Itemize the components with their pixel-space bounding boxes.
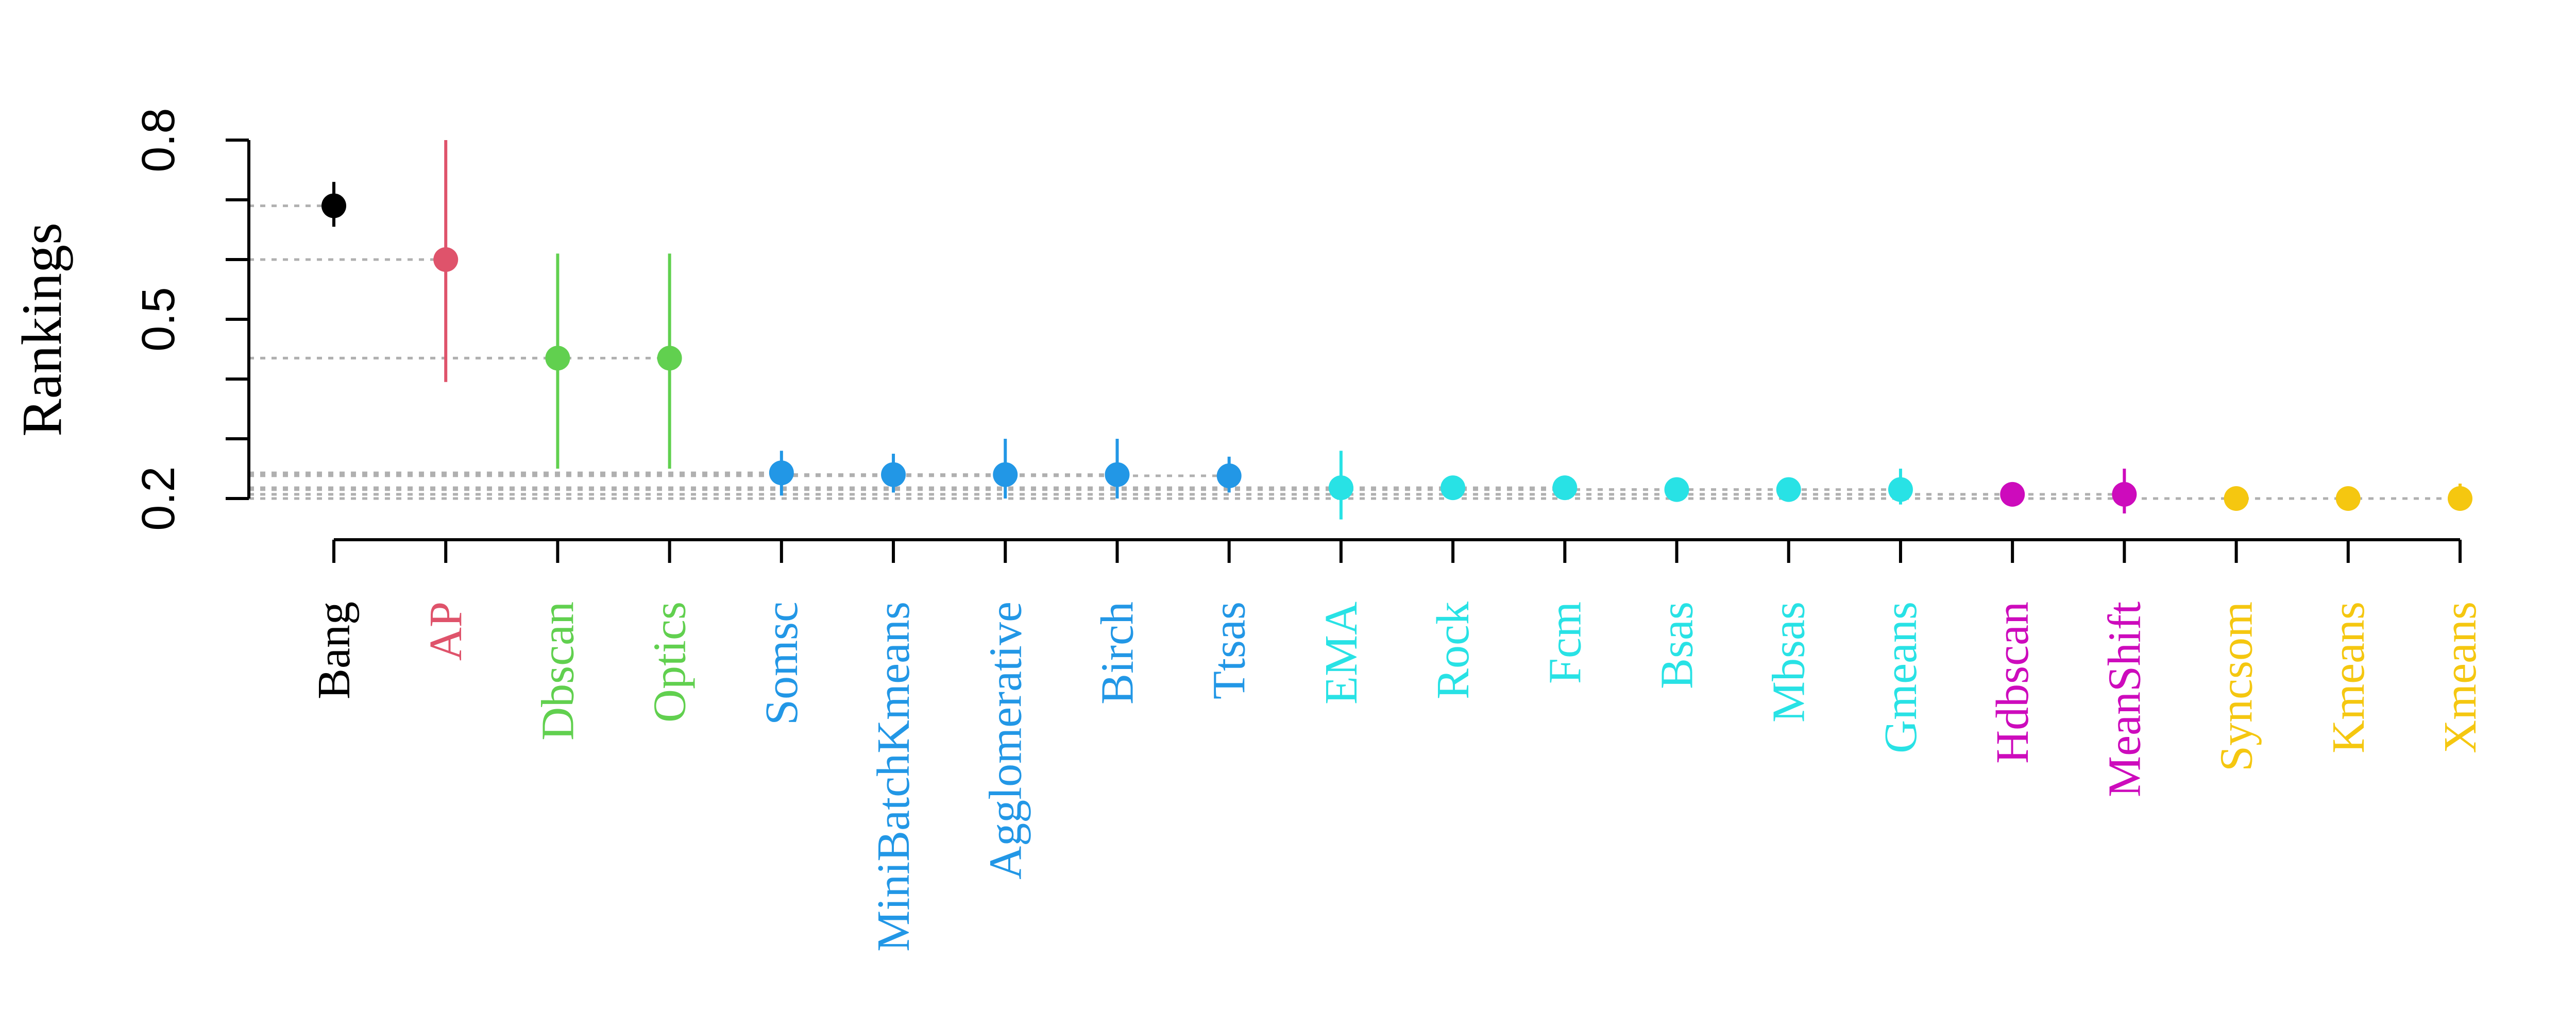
x-tick-label: AP [420,602,471,661]
y-tick-label: 0.2 [133,466,184,530]
data-point [2335,486,2361,511]
x-tick-label: Hdbscan [1987,602,2038,764]
x-tick-label: Ttsas [1204,602,1255,699]
y-tick-label: 0.5 [133,287,184,351]
data-point [1776,477,1801,502]
x-tick-label: Rock [1428,602,1479,699]
data-point [1888,477,1913,502]
data-point [881,462,906,487]
x-tick-label: Bang [309,602,360,699]
data-point [993,462,1018,487]
x-tick-label: Kmeans [2323,602,2374,753]
x-tick-label: Syncsom [2211,602,2262,771]
x-tick-label: Fcm [1539,602,1590,684]
data-point [1216,463,1242,488]
data-point [1552,475,1578,501]
x-tick-label: Xmeans [2435,602,2486,753]
data-point [2448,486,2472,511]
y-tick-label: 0.8 [133,108,184,172]
x-tick-label: Birch [1092,602,1143,705]
x-tick-label: Optics [645,602,696,723]
x-tick-label: EMA [1316,602,1367,705]
error-bars [332,140,2462,520]
data-point [2112,482,2137,507]
x-tick-label: Dbscan [532,602,583,741]
data-point [433,247,459,272]
x-tick-label: Agglomerative [980,602,1031,880]
x-ticks: Bang AP Dbscan Optics Somsc MiniBatchKmeans Ag… [309,540,2486,952]
x-tick-label: Mbsas [1764,602,1815,723]
x-tick-label: Gmeans [1875,602,1926,753]
data-point [1105,462,1130,487]
data-point [2224,486,2249,511]
data-point [2000,482,2025,507]
data-point [1440,475,1466,501]
data-point [321,193,346,218]
x-tick-label: Somsc [756,602,807,725]
data-point [657,346,682,371]
data-point [769,460,794,486]
x-tick-label: MeanShift [2099,602,2150,797]
reference-lines [249,204,2460,500]
data-point [545,346,570,371]
y-ticks: 0.2 0.5 0.8 [133,108,249,531]
x-tick-label: Bsas [1652,602,1703,689]
data-points [321,193,2472,511]
y-axis-label: Rankings [10,222,73,437]
data-point [1664,477,1689,502]
x-tick-label: MiniBatchKmeans [868,602,919,952]
data-point [1328,475,1353,501]
